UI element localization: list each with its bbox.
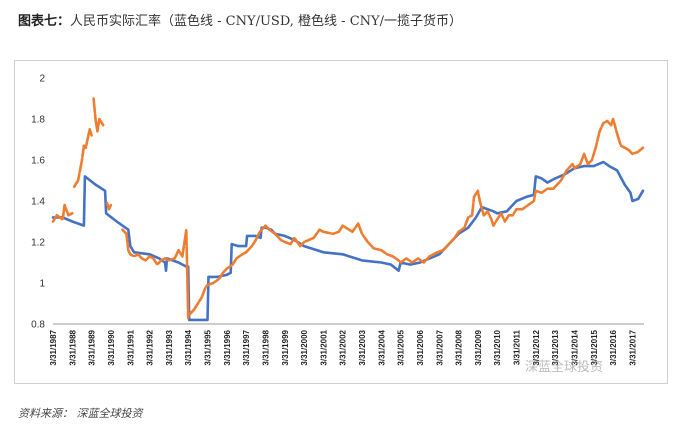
x-tick-label: 3/31/2014 — [570, 329, 579, 365]
x-tick-label: 3/31/2011 — [513, 329, 522, 365]
series-line-cny-basket-segment — [51, 203, 74, 223]
x-tick-label: 3/31/2005 — [397, 329, 406, 365]
x-tick-label: 3/31/1998 — [261, 329, 270, 365]
chart-title-text: 人民币实际汇率（蓝色线 - CNY/USD, 橙色线 - CNY/一揽子货币） — [70, 14, 462, 29]
watermark: 深蓝全球投资 — [525, 360, 604, 375]
x-tick-label: 3/31/1990 — [107, 329, 116, 365]
y-tick-label: 1 — [39, 279, 45, 290]
x-tick-label: 3/31/2009 — [474, 329, 483, 365]
series-line-cny-basket-segment — [105, 201, 113, 211]
x-tick-label: 3/31/1999 — [281, 329, 290, 365]
y-tick-label: 1.4 — [31, 197, 45, 208]
source-note: 资料来源： 深蓝全球投资 — [18, 407, 143, 420]
x-tick-label: 3/31/2000 — [300, 329, 309, 365]
x-tick-label: 3/31/2001 — [319, 329, 328, 365]
series-line-cny-basket-segment — [121, 228, 190, 320]
chart-title-prefix: 图表七： — [18, 14, 71, 29]
y-tick-label: 2 — [39, 74, 45, 85]
series-line-cny-basket-segment — [72, 128, 93, 188]
x-tick-label: 3/31/1996 — [223, 329, 232, 365]
y-tick-label: 1.2 — [31, 238, 45, 249]
series-line-cny-basket-segment — [188, 117, 645, 316]
x-tick-label: 3/31/1987 — [49, 329, 58, 365]
x-tick-label: 3/31/1988 — [68, 329, 77, 365]
chart-frame — [14, 60, 668, 384]
x-tick-label: 3/31/1989 — [88, 329, 97, 365]
x-tick-label: 3/31/1995 — [204, 329, 213, 365]
axes: 0.8 1 1.2 1.4 1.6 1.8 2 3/31/1987 3/31/1988 3/31/… — [31, 74, 644, 366]
x-tick-label: 3/31/2007 — [435, 329, 444, 365]
x-tick-label: 3/31/1993 — [165, 329, 174, 365]
x-tick-label: 3/31/2002 — [339, 329, 348, 365]
x-tick-label: 3/31/1997 — [242, 329, 251, 365]
x-tick-label: 3/31/1994 — [184, 329, 193, 365]
y-tick-label: 1.6 — [31, 156, 45, 167]
x-tick-label: 3/31/2004 — [377, 329, 386, 365]
y-tick-label: 0.8 — [31, 320, 45, 331]
x-tick-label: 3/31/2015 — [590, 329, 599, 365]
series-line-cny-basket-segment — [92, 97, 105, 133]
x-tick-label: 3/31/2017 — [628, 329, 637, 365]
x-tick-label: 3/31/2016 — [609, 329, 618, 365]
x-tick-label: 3/31/2006 — [416, 329, 425, 365]
x-tick-label: 3/31/2008 — [455, 329, 464, 365]
y-tick-label: 1.8 — [31, 115, 45, 126]
x-tick-label: 3/31/2012 — [532, 329, 541, 365]
x-tick-label: 3/31/1991 — [126, 329, 135, 365]
x-tick-label: 3/31/2013 — [551, 329, 560, 365]
x-tick-label: 3/31/2010 — [493, 329, 502, 365]
series-group — [51, 97, 645, 322]
chart-title: 图表七：人民币实际汇率（蓝色线 - CNY/USD, 橙色线 - CNY/一揽子… — [18, 10, 462, 29]
x-tick-label: 3/31/1992 — [146, 329, 155, 365]
x-tick-label: 3/31/2003 — [358, 329, 367, 365]
